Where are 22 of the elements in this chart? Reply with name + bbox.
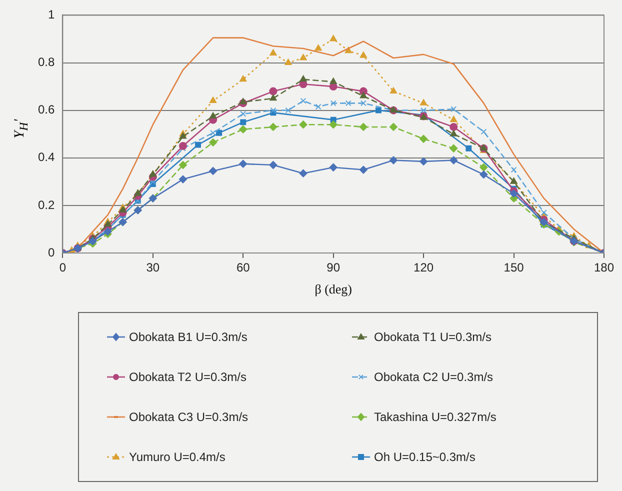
legend-label: Obokata C3 U=0.3m/s: [129, 410, 248, 424]
legend-label: Obokata T2 U=0.3m/s: [129, 370, 247, 384]
legend-label: Oh U=0.15~0.3m/s: [374, 450, 476, 464]
x-tick-label: 150: [504, 260, 524, 275]
legend-label: Obokata C2 U=0.3m/s: [374, 370, 494, 384]
legend-label: Obokata B1 U=0.3m/s: [129, 330, 248, 344]
y-tick-label: 0: [48, 245, 55, 260]
x-tick-label: 30: [146, 260, 160, 275]
legend-label: Takashina U=0.327m/s: [374, 410, 496, 424]
y-tick-label: 0.2: [38, 198, 55, 212]
x-tick-label: 0: [59, 260, 66, 275]
x-tick-label: 90: [326, 260, 340, 275]
x-axis-title: β (deg): [314, 282, 352, 297]
y-tick-label: 0.4: [38, 150, 55, 164]
legend-label: Obokata T1 U=0.3m/s: [374, 330, 492, 344]
y-tick-label: 0.6: [38, 102, 55, 117]
x-tick-label: 180: [594, 260, 614, 275]
legend-label: Yumuro U=0.4m/s: [129, 450, 226, 464]
x-tick-label: 60: [236, 260, 250, 275]
x-tick-label: 120: [414, 260, 434, 275]
y-tick-label: 0.8: [38, 55, 55, 70]
y-tick-label: 1: [48, 8, 55, 22]
